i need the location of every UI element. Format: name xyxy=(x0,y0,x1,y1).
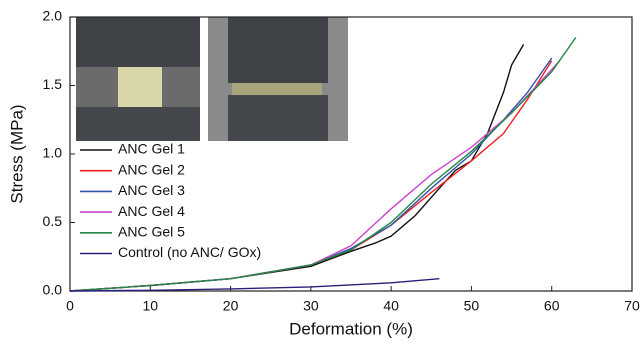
x-tick-label: 60 xyxy=(544,298,560,314)
y-axis-title: Stress (MPa) xyxy=(7,104,26,203)
x-tick-label: 0 xyxy=(66,298,74,314)
legend-text: Control (no ANC/ GOx) xyxy=(118,244,261,260)
y-tick-label: 0.0 xyxy=(43,282,63,298)
inset-photos xyxy=(76,17,348,141)
legend-text: ANC Gel 4 xyxy=(118,203,185,219)
legend-text: ANC Gel 5 xyxy=(118,224,185,240)
series-line xyxy=(69,37,577,292)
y-tick-label: 1.5 xyxy=(43,76,63,92)
x-tick-label: 40 xyxy=(383,298,399,314)
series-line xyxy=(69,278,440,292)
x-tick-label: 30 xyxy=(303,298,319,314)
x-tick-label: 20 xyxy=(223,298,239,314)
y-tick-label: 1.0 xyxy=(43,145,63,161)
legend-text: ANC Gel 2 xyxy=(118,161,185,177)
x-tick-label: 70 xyxy=(624,298,640,314)
y-tick-label: 2.0 xyxy=(43,8,63,24)
x-axis-title: Deformation (%) xyxy=(289,319,413,338)
legend-text: ANC Gel 3 xyxy=(118,182,185,198)
x-tick-label: 50 xyxy=(464,298,480,314)
x-tick-label: 10 xyxy=(142,298,158,314)
legend-text: ANC Gel 1 xyxy=(118,141,185,157)
y-tick-label: 0.5 xyxy=(43,213,63,229)
